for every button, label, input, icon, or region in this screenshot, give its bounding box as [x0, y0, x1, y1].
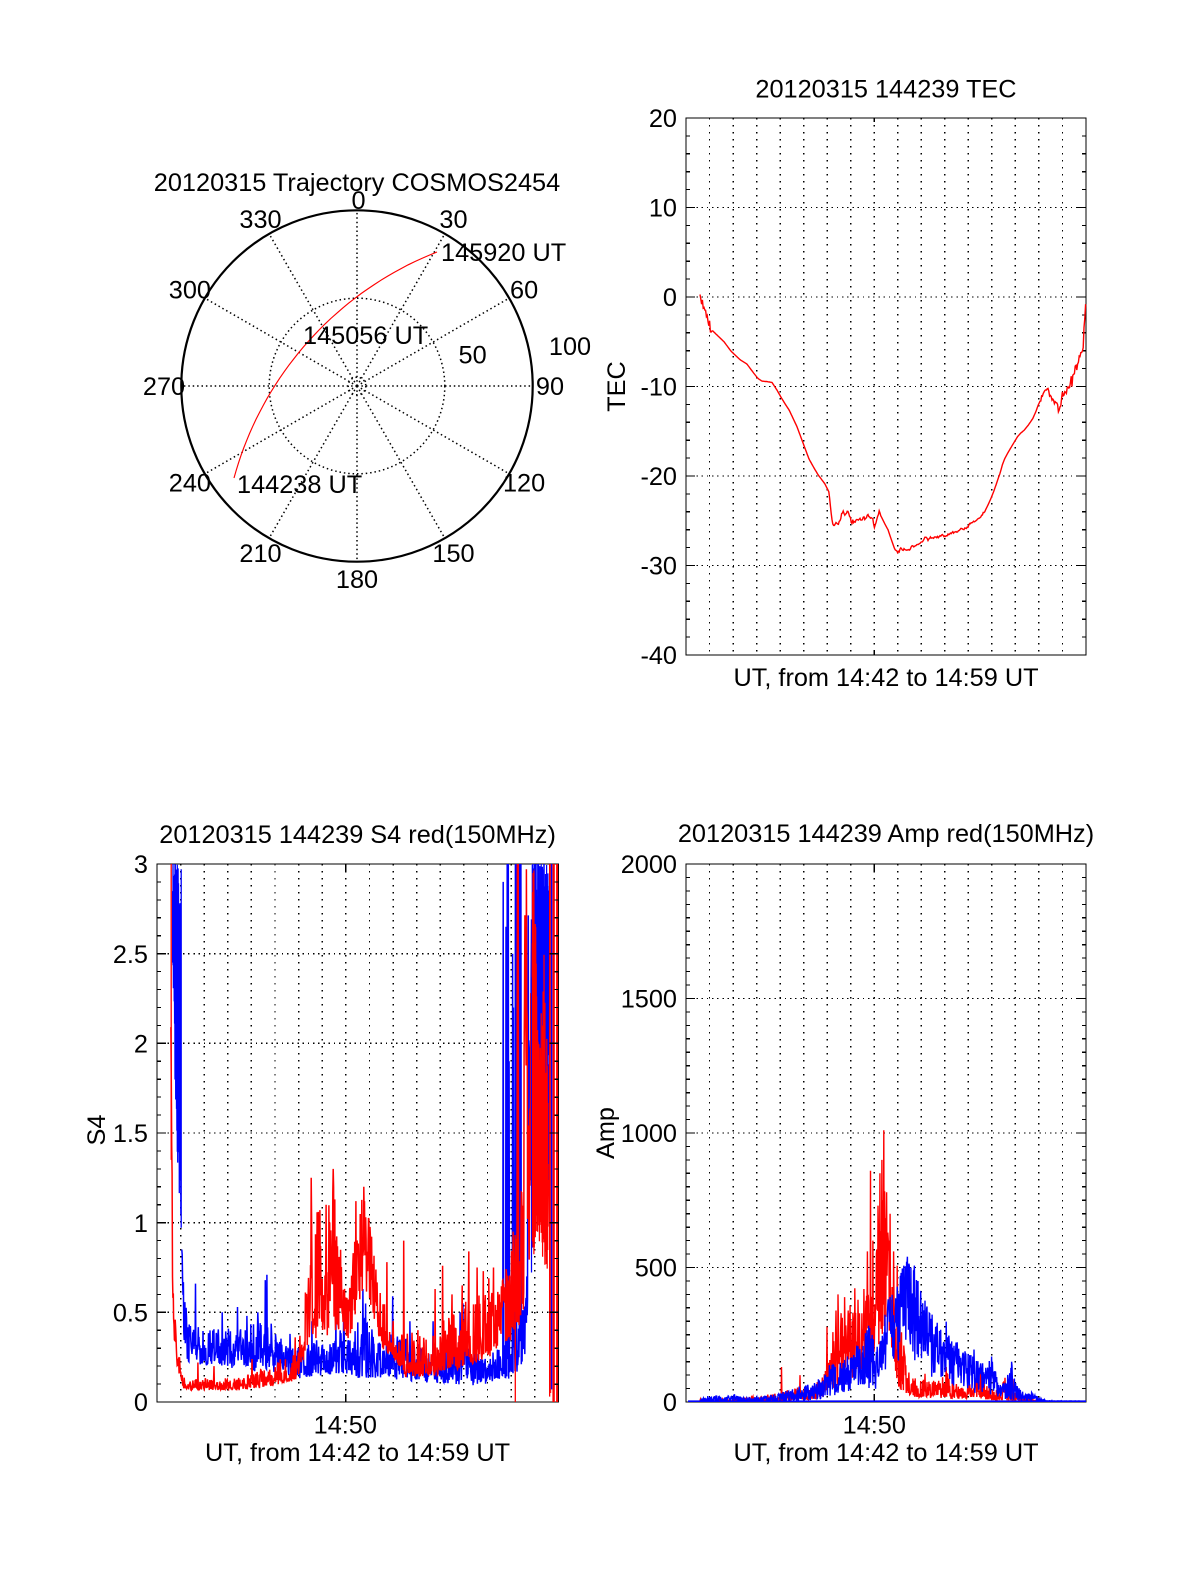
- svg-text:TEC: TEC: [603, 361, 631, 412]
- svg-text:50: 50: [459, 342, 487, 370]
- svg-text:14:50: 14:50: [843, 1412, 906, 1440]
- svg-text:90: 90: [536, 373, 564, 401]
- svg-text:-10: -10: [640, 374, 677, 402]
- svg-text:10: 10: [649, 195, 677, 223]
- svg-text:2000: 2000: [621, 851, 677, 879]
- svg-text:20120315 Trajectory COSMOS2454: 20120315 Trajectory COSMOS2454: [154, 169, 560, 197]
- svg-text:3: 3: [134, 851, 148, 879]
- svg-text:-20: -20: [640, 463, 677, 491]
- svg-text:1500: 1500: [621, 986, 677, 1014]
- svg-text:Amp: Amp: [592, 1107, 620, 1159]
- svg-text:-40: -40: [640, 642, 677, 670]
- svg-text:30: 30: [439, 206, 467, 234]
- svg-text:UT, from 14:42 to 14:59 UT: UT, from 14:42 to 14:59 UT: [733, 664, 1038, 692]
- svg-text:145920 UT: 145920 UT: [441, 239, 566, 267]
- svg-text:-30: -30: [640, 553, 677, 581]
- svg-text:2: 2: [134, 1030, 148, 1058]
- svg-text:20120315 144239 Amp red(150MHz: 20120315 144239 Amp red(150MHz): [678, 820, 1094, 848]
- svg-text:150: 150: [432, 540, 474, 568]
- svg-text:0: 0: [663, 284, 677, 312]
- svg-text:1000: 1000: [621, 1120, 677, 1148]
- svg-text:60: 60: [510, 277, 538, 305]
- svg-text:330: 330: [239, 206, 281, 234]
- svg-text:1.5: 1.5: [113, 1120, 148, 1148]
- svg-text:UT, from 14:42 to 14:59 UT: UT, from 14:42 to 14:59 UT: [205, 1439, 510, 1467]
- svg-text:240: 240: [169, 470, 211, 498]
- svg-text:S4: S4: [83, 1115, 111, 1146]
- svg-text:180: 180: [336, 566, 378, 594]
- svg-text:0: 0: [663, 1389, 677, 1417]
- svg-text:0.5: 0.5: [113, 1299, 148, 1327]
- svg-text:20: 20: [649, 105, 677, 133]
- svg-text:UT, from 14:42 to 14:59 UT: UT, from 14:42 to 14:59 UT: [733, 1439, 1038, 1467]
- svg-text:145056 UT: 145056 UT: [303, 322, 428, 350]
- svg-text:144238 UT: 144238 UT: [237, 471, 362, 499]
- svg-text:500: 500: [635, 1255, 677, 1283]
- svg-text:300: 300: [169, 277, 211, 305]
- svg-text:1: 1: [134, 1210, 148, 1238]
- svg-text:0: 0: [134, 1389, 148, 1417]
- svg-text:2.5: 2.5: [113, 941, 148, 969]
- svg-text:14:50: 14:50: [314, 1412, 377, 1440]
- svg-text:120: 120: [503, 470, 545, 498]
- svg-text:20120315 144239 S4 red(150MHz): 20120315 144239 S4 red(150MHz): [159, 821, 556, 849]
- svg-text:0: 0: [351, 187, 365, 215]
- svg-text:210: 210: [239, 540, 281, 568]
- svg-text:270: 270: [143, 373, 185, 401]
- svg-text:20120315 144239 TEC: 20120315 144239 TEC: [755, 76, 1016, 104]
- svg-text:100: 100: [549, 333, 591, 361]
